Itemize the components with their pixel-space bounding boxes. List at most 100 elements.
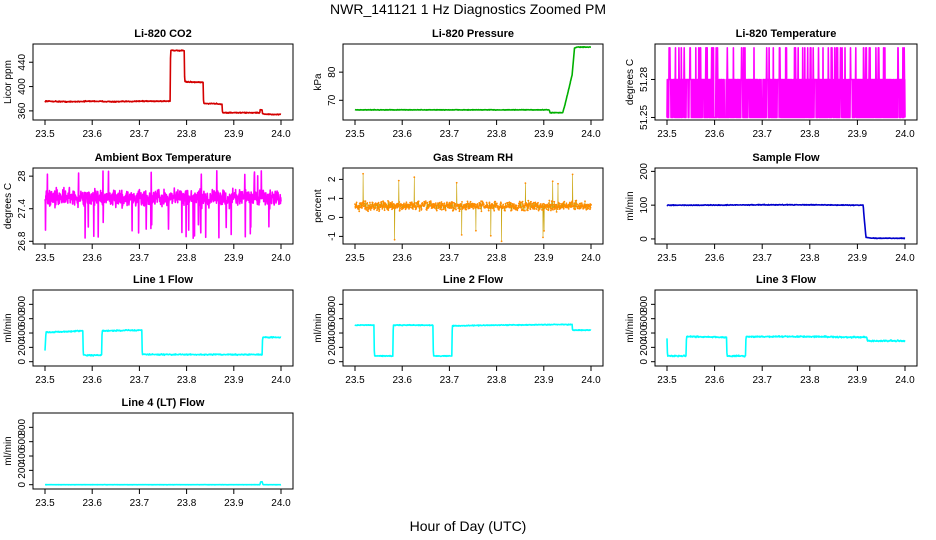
x-tick-label: 23.9 [224, 253, 244, 264]
y-axis-label: ml/min [625, 191, 636, 220]
y-axis-label: ml/min [625, 313, 636, 342]
plot-frame [32, 167, 294, 245]
y-tick-label: 800 [327, 296, 338, 313]
plot-frame [342, 289, 604, 367]
data-point [520, 201, 523, 204]
y-tick-label: 800 [17, 296, 28, 313]
data-point [485, 201, 488, 204]
data-point [504, 202, 507, 205]
data-point [573, 202, 576, 205]
x-tick-label: 23.5 [35, 375, 55, 386]
x-tick-label: 23.6 [392, 253, 412, 264]
y-tick-label: 200 [17, 462, 28, 479]
panel-title: Line 3 Flow [756, 274, 816, 286]
panel-title: Li-820 CO2 [134, 28, 191, 40]
x-tick-label: 23.5 [657, 253, 677, 264]
data-point [476, 203, 479, 205]
data-point [439, 204, 442, 207]
data-point [539, 208, 541, 210]
data-point [590, 203, 592, 206]
data-point [488, 201, 491, 204]
y-tick-label: 2 [327, 176, 338, 182]
x-tick-label: 23.9 [534, 129, 554, 140]
data-point [440, 201, 443, 203]
x-tick-label: 23.8 [177, 375, 197, 386]
y-tick-label: 0 [17, 358, 28, 364]
panel-3: Li-820 Temperature degrees C 23.5 23.6 23.7 2… [625, 28, 918, 140]
data-point [551, 207, 554, 210]
x-tick-label: 23.7 [130, 253, 150, 264]
data-point [509, 206, 511, 209]
data-point [468, 207, 471, 210]
x-tick-label: 23.7 [440, 375, 460, 386]
data-point [580, 202, 583, 205]
y-tick-label: 0 [327, 214, 338, 220]
series-group [44, 49, 282, 116]
data-point [571, 201, 573, 204]
data-point [571, 205, 573, 208]
y-axis-label: ml/min [3, 313, 14, 342]
data-point [526, 205, 529, 208]
data-point [424, 200, 427, 203]
panel-title: Line 2 Flow [443, 274, 503, 286]
y-tick-label: 200 [639, 339, 650, 356]
x-tick-label: 23.5 [345, 253, 365, 264]
data-point [452, 209, 455, 212]
figure-title: NWR_141121 1 Hz Diagnostics Zoomed PM [330, 1, 606, 17]
data-point [385, 206, 388, 209]
x-tick-label: 23.9 [848, 375, 868, 386]
data-point [547, 208, 550, 211]
data-point [366, 202, 369, 204]
data-point [589, 206, 592, 209]
y-tick-label: 51.28 [639, 67, 650, 92]
data-point [487, 204, 489, 207]
data-point [583, 203, 586, 206]
data-point [543, 230, 545, 232]
series-group [666, 203, 906, 240]
x-tick-label: 23.6 [705, 375, 725, 386]
panel-title: Sample Flow [752, 152, 820, 164]
data-point [454, 203, 457, 205]
panel-title: Li-820 Temperature [736, 28, 837, 40]
y-tick-label: 600 [17, 310, 28, 327]
data-point [357, 204, 360, 207]
data-point [486, 203, 489, 206]
data-point [575, 202, 578, 205]
data-point [520, 206, 523, 209]
y-tick-label: 400 [17, 78, 28, 95]
data-point [417, 200, 420, 203]
data-point [510, 204, 513, 207]
x-tick-label: 24.0 [895, 129, 915, 140]
series-group [666, 335, 906, 358]
data-point [524, 209, 526, 212]
data-point [370, 207, 373, 210]
data-point [386, 205, 389, 208]
data-point [425, 209, 428, 211]
data-point [367, 210, 369, 213]
series-group [354, 323, 592, 358]
data-point [455, 181, 458, 184]
data-point [482, 203, 485, 206]
data-point [374, 207, 377, 209]
y-tick-label: 440 [17, 53, 28, 70]
plot-frame [654, 167, 918, 245]
x-tick-label: 24.0 [271, 375, 291, 386]
data-point [438, 201, 441, 204]
x-tick-label: 23.8 [177, 129, 197, 140]
data-point [398, 201, 401, 203]
panel-title: Li-820 Pressure [432, 28, 514, 40]
data-point [355, 201, 358, 204]
data-point [417, 203, 420, 206]
data-point [404, 205, 407, 208]
data-point [418, 210, 421, 212]
data-point [524, 182, 527, 185]
panel-title: Line 1 Flow [133, 274, 193, 286]
data-point [508, 204, 510, 207]
data-point [552, 208, 554, 211]
y-tick-label: 80 [327, 66, 338, 78]
data-point [531, 202, 534, 205]
data-point [557, 206, 560, 208]
x-tick-label: 24.0 [271, 498, 291, 509]
y-tick-label: 800 [17, 419, 28, 436]
data-point [429, 200, 432, 203]
